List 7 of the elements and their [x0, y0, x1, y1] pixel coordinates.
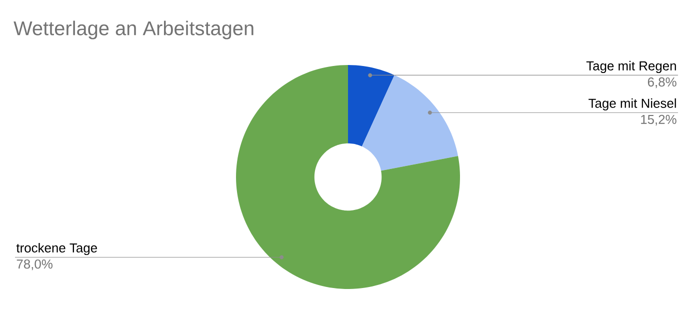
- slice-label: Tage mit Niesel: [588, 98, 676, 110]
- data-label: 15,2%: [641, 114, 676, 126]
- slice-label: trockene Tage: [16, 242, 97, 256]
- slice-label: Tage mit Regen: [586, 60, 676, 74]
- data-label: 78,0%: [16, 259, 52, 270]
- chart-title: Wetterlage an Arbeitstagen: [14, 20, 254, 40]
- data-label: 6,8%: [648, 77, 676, 88]
